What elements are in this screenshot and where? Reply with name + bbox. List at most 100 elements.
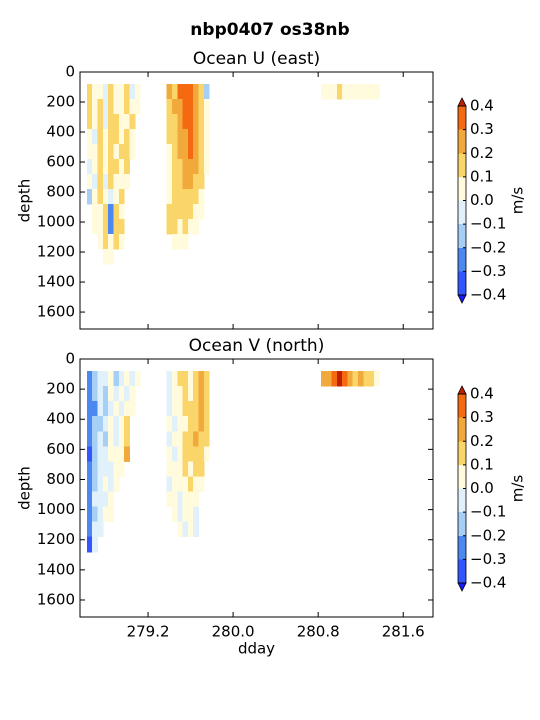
- contour-cell: [166, 491, 173, 508]
- contour-cell: [166, 219, 173, 235]
- contour-cell: [187, 99, 194, 115]
- contour-cell: [363, 84, 370, 100]
- contour-cell: [102, 506, 109, 523]
- contour-cell: [203, 114, 210, 130]
- contour-cell: [108, 204, 114, 220]
- contour-cell: [171, 174, 178, 190]
- contour-cell: [182, 521, 189, 538]
- contour-cell: [198, 461, 205, 477]
- contour-cell: [193, 476, 200, 493]
- y-tick-label: 1600: [37, 590, 75, 608]
- contour-cell: [113, 234, 120, 250]
- colorbar-tick-label: −0.1: [470, 503, 506, 521]
- contour-cell: [102, 144, 109, 160]
- y-tick-label: 600: [46, 153, 75, 171]
- contour-cell: [182, 99, 189, 115]
- contour-cell: [193, 461, 200, 477]
- contour-cell: [203, 144, 210, 160]
- contour-cell: [177, 491, 184, 508]
- contour-cell: [86, 536, 93, 553]
- contour-cell: [86, 416, 93, 432]
- contour-cell: [86, 521, 93, 538]
- contour-cell: [124, 431, 130, 447]
- contour-cell: [108, 431, 114, 447]
- contour-cell: [342, 84, 348, 100]
- contour-cell: [171, 114, 178, 130]
- contour-cell: [97, 84, 104, 100]
- contour-cell: [102, 204, 109, 220]
- contour-cell: [187, 219, 194, 235]
- contour-cell: [108, 386, 114, 402]
- contour-cell: [336, 84, 343, 100]
- contour-cell: [182, 401, 189, 417]
- axes-frame: [79, 71, 434, 330]
- contour-cell: [113, 446, 120, 462]
- contour-cell: [113, 386, 120, 402]
- contour-cell: [203, 431, 210, 447]
- contour-cell: [193, 401, 200, 417]
- y-tick-label: 1600: [37, 303, 75, 321]
- contour-cell: [124, 401, 130, 417]
- contour-cell: [166, 129, 173, 145]
- contour-cell: [129, 84, 136, 100]
- contour-cell: [113, 189, 120, 205]
- contour-cell: [177, 234, 184, 250]
- contour-cell: [118, 159, 125, 175]
- contour-cell: [92, 536, 99, 553]
- contour-cell: [171, 204, 178, 220]
- contour-cell: [102, 491, 109, 508]
- contour-cell: [166, 386, 173, 402]
- contour-cell: [92, 371, 99, 387]
- colorbar-segment: [458, 512, 466, 536]
- contour-cell: [373, 371, 380, 387]
- contour-cell: [86, 371, 93, 387]
- y-tick-label: 200: [46, 380, 75, 398]
- contour-cell: [118, 189, 125, 205]
- contour-cell: [177, 371, 184, 387]
- contour-cell: [102, 129, 109, 145]
- colorbar-tick-label: −0.4: [470, 574, 506, 592]
- contour-cell: [86, 506, 93, 523]
- contour-cell: [177, 506, 184, 523]
- contour-cell: [182, 204, 189, 220]
- contour-cell: [86, 476, 93, 493]
- y-axis-label: depth: [16, 179, 34, 223]
- contour-cell: [102, 159, 109, 175]
- contour-cell: [113, 159, 120, 175]
- colorbar-segment: [458, 129, 466, 154]
- contour-cell: [198, 416, 205, 432]
- contour-cell: [124, 144, 130, 160]
- contour-cell: [193, 386, 200, 402]
- contour-cell: [177, 174, 184, 190]
- contour-cell: [124, 371, 130, 387]
- contour-cell: [182, 84, 189, 100]
- colorbar-segment: [458, 417, 466, 442]
- contour-cell: [193, 144, 200, 160]
- contour-cell: [193, 174, 200, 190]
- contour-cell: [102, 219, 109, 235]
- colorbar-segment: [458, 441, 466, 465]
- contour-cell: [97, 461, 104, 477]
- contour-cell: [326, 84, 332, 100]
- contour-cell: [358, 84, 364, 100]
- contour-cell: [203, 371, 210, 387]
- y-tick-label: 800: [46, 183, 75, 201]
- contour-cell: [86, 99, 93, 115]
- contour-cell: [113, 431, 120, 447]
- contour-cell: [86, 189, 93, 205]
- contour-cell: [166, 431, 173, 447]
- contour-cell: [108, 461, 114, 477]
- contour-cell: [113, 114, 120, 130]
- contour-cell: [108, 416, 114, 432]
- contour-cell: [92, 506, 99, 523]
- colorbar-tick-label: 0.0: [470, 479, 494, 497]
- contour-cell: [198, 144, 205, 160]
- contour-cell: [193, 129, 200, 145]
- contour-cell: [102, 371, 109, 387]
- x-tick-label: 280.8: [297, 623, 340, 641]
- contour-cell: [166, 476, 173, 493]
- contour-cell: [198, 174, 205, 190]
- contour-cell: [97, 129, 104, 145]
- contour-cell: [102, 446, 109, 462]
- colorbar-segment: [458, 559, 466, 583]
